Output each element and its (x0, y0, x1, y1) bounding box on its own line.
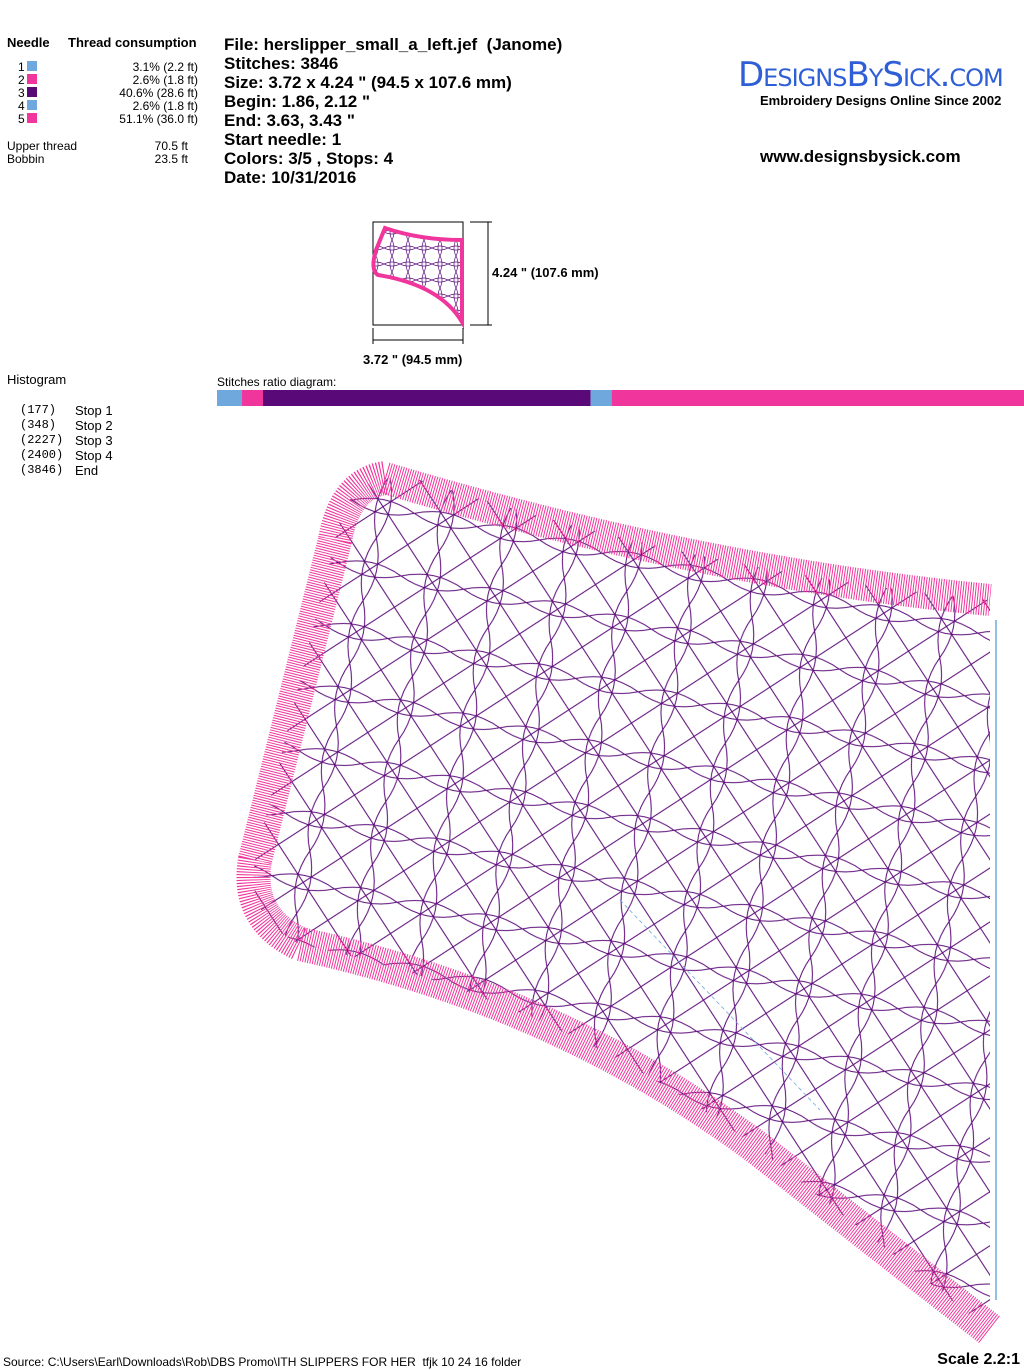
ratio-segment (242, 390, 263, 406)
stop-count: (177) (20, 403, 57, 417)
ratio-segment (217, 390, 243, 406)
histogram-title: Histogram (7, 372, 67, 387)
logo-url: www.designsbysick.com (760, 147, 961, 166)
info-line: Colors: 3/5 , Stops: 4 (224, 149, 394, 168)
thread-value: 70.5 ft (154, 139, 188, 153)
info-line: Start needle: 1 (224, 130, 342, 149)
needle-swatch (27, 100, 37, 110)
ratio-segment (611, 390, 1024, 406)
info-line: Size: 3.72 x 4.24 " (94.5 x 107.6 mm) (224, 73, 512, 92)
needle-swatch (27, 87, 37, 97)
needle-consumption: 3.1% (2.2 ft) (132, 60, 198, 74)
info-line: Date: 10/31/2016 (224, 168, 357, 187)
design (236, 461, 1001, 1344)
ratio-segment (262, 390, 591, 406)
needle-number: 3 (18, 86, 25, 100)
stop-count: (3846) (20, 463, 64, 477)
scale: Scale 2.2:1 (937, 1351, 1020, 1368)
needle-swatch (27, 74, 37, 84)
stop-label: End (75, 463, 99, 478)
preview-height: 4.24 " (107.6 mm) (492, 265, 599, 280)
source-path: Source: C:\Users\Earl\Downloads\Rob\DBS … (3, 1355, 522, 1369)
logo-brand: DesignsBySick.com (738, 55, 1004, 95)
stop-count: (2227) (20, 433, 64, 447)
consumption-header: Thread consumption (68, 35, 197, 50)
needle-consumption: 40.6% (28.6 ft) (119, 86, 198, 100)
logo-tagline: Embroidery Designs Online Since 2002 (760, 93, 1002, 108)
stop-count: (2400) (20, 448, 64, 462)
stop-label: Stop 3 (75, 433, 113, 448)
info-line: End: 3.63, 3.43 " (224, 111, 355, 130)
needle-swatch (27, 61, 37, 71)
thread-value: 23.5 ft (154, 152, 188, 166)
needle-consumption: 2.6% (1.8 ft) (132, 73, 198, 87)
needle-number: 5 (18, 112, 25, 126)
info-line: File: herslipper_small_a_left.jef (Janom… (224, 35, 563, 54)
info-line: Stitches: 3846 (224, 54, 339, 73)
needle-header: Needle (7, 35, 50, 50)
ratio-title: Stitches ratio diagram: (217, 375, 337, 389)
thumbnail (371, 221, 492, 344)
stop-label: Stop 2 (75, 418, 113, 433)
info-line: Begin: 1.86, 2.12 " (224, 92, 371, 111)
ratio-bar (217, 390, 1024, 406)
needle-consumption: 2.6% (1.8 ft) (132, 99, 198, 113)
needle-number: 1 (18, 60, 25, 74)
needle-number: 4 (18, 99, 25, 113)
ratio-segment (590, 390, 612, 406)
needle-number: 2 (18, 73, 25, 87)
stop-label: Stop 4 (75, 448, 113, 463)
thread-label: Bobbin (7, 152, 45, 166)
stop-label: Stop 1 (75, 403, 113, 418)
needle-swatch (27, 113, 37, 123)
preview-width: 3.72 " (94.5 mm) (363, 352, 463, 367)
needle-consumption: 51.1% (36.0 ft) (119, 112, 198, 126)
thread-label: Upper thread (7, 139, 78, 153)
stop-count: (348) (20, 418, 57, 432)
